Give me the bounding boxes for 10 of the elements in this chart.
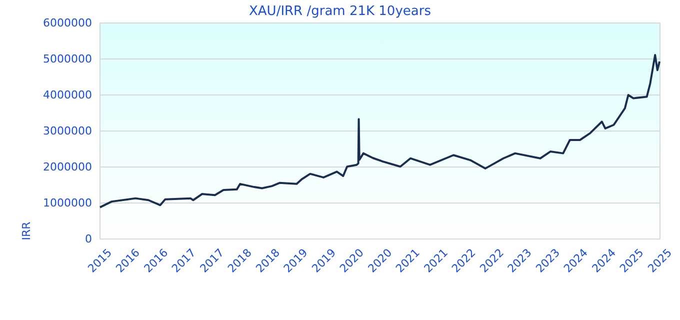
chart-title: XAU/IRR /gram 21K 10years — [249, 4, 432, 19]
y-tick-label: 3000000 — [43, 124, 92, 138]
y-tick-label: 5000000 — [43, 52, 92, 66]
y-axis-title: IRR — [20, 221, 33, 240]
y-tick-label: 2000000 — [43, 160, 92, 174]
y-tick-label: 1000000 — [43, 196, 92, 210]
y-tick-label: 6000000 — [43, 16, 92, 30]
y-tick-label: 4000000 — [43, 88, 92, 102]
y-tick-label: 0 — [85, 232, 92, 246]
line-series — [99, 54, 661, 208]
